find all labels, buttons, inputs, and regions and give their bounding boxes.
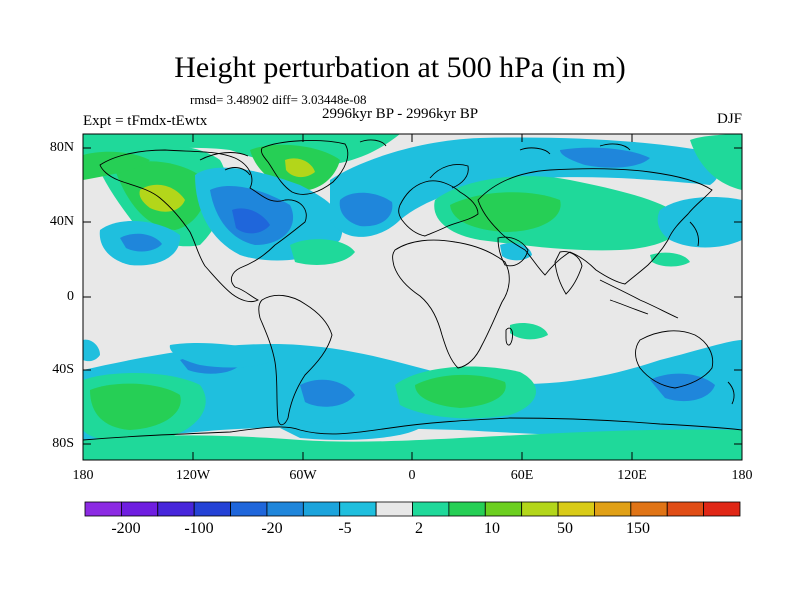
anomaly-negative-pacific-east [657, 197, 742, 248]
colorbar-box-15 [630, 501, 668, 517]
coast-arabia [497, 236, 529, 267]
colorbar-box-7 [339, 501, 377, 517]
colorbar-box-16 [666, 501, 705, 517]
anomaly-negative-south-atlantic-mid [300, 379, 355, 407]
colorbar-box-10 [448, 501, 486, 517]
lat-label-40s: 40S [52, 362, 74, 377]
colorbar-label-10: 10 [484, 520, 500, 537]
season-label: DJF [716, 111, 742, 127]
anomaly-negative-south-indian-east [650, 373, 715, 402]
lon-label-120w: 120W [175, 468, 211, 483]
coast-madagascar [505, 327, 513, 346]
anomaly-positive-antarctic [83, 429, 742, 460]
colorbar-box-6 [302, 501, 341, 517]
anomaly-negative-south-atlantic-west [169, 343, 280, 368]
lat-label-0: 0 [67, 289, 74, 304]
coast-scandinavia [429, 164, 469, 189]
coast-australia [635, 330, 714, 389]
period-label: 2996kyr BP - 2996kyr BP [321, 106, 479, 122]
colorbar-box-13 [557, 501, 595, 517]
anomaly-positive-atlantic [290, 239, 355, 265]
anomaly-positive-na-core [139, 184, 185, 212]
lon-label-60w: 60W [289, 468, 317, 483]
colorbar-box-2 [157, 501, 195, 517]
anomaly-positive-eurasia-mid [450, 192, 561, 232]
colorbar-label-minus100: -100 [184, 520, 214, 537]
colorbar-box-8 [375, 501, 413, 517]
coast-asia [477, 168, 713, 285]
colorbar-label-minus5: -5 [338, 520, 352, 537]
coast-greenland [260, 140, 349, 195]
colorbar-label-150: 150 [626, 520, 650, 537]
lon-label-60e: 60E [510, 468, 534, 483]
colorbar-label-50: 50 [557, 520, 573, 537]
coast-africa [392, 239, 510, 369]
anomaly-positive-south-indian-mid [415, 374, 506, 408]
anomaly-positive-indian-small [510, 323, 548, 340]
anomaly-negative-siberia [560, 147, 650, 168]
coast-new-zealand [727, 381, 735, 405]
colorbar-box-11 [484, 501, 523, 517]
coast-antarctica [83, 417, 742, 441]
colorbar-box-5 [266, 501, 304, 517]
colorbar-box-17 [703, 501, 741, 517]
coast-europe [398, 180, 479, 237]
coast-arctic-islands [359, 139, 631, 155]
anomaly-negative-arabia [500, 243, 532, 261]
colorbar-box-0 [84, 501, 122, 517]
map-panel [83, 134, 742, 460]
stats-text: rmsd= 3.48902 diff= 3.03448e-08 [190, 92, 367, 107]
colorbar-box-14 [594, 501, 632, 517]
colorbar-label-minus200: -200 [111, 520, 141, 537]
anomaly-negative-west-edge [83, 339, 100, 362]
lon-label-120e: 120E [617, 468, 647, 483]
lon-label-0: 0 [408, 468, 416, 483]
plot-title: Height perturbation at 500 hPa (in m) [174, 51, 626, 84]
anomaly-negative-pacific-west-mid [120, 233, 162, 252]
colorbar-label-minus20: -20 [261, 520, 283, 537]
anomaly-positive-east-arctic [690, 134, 742, 190]
lon-label-180-east: 180 [731, 468, 753, 483]
anomaly-positive-arctic-west [83, 151, 150, 180]
lat-label-80n: 80N [49, 140, 74, 155]
anomaly-positive-pacific-small [650, 252, 690, 267]
coast-india [554, 251, 583, 295]
anomaly-negative-atlantic-core [232, 208, 270, 234]
colorbar-box-1 [120, 501, 159, 517]
lat-label-80s: 80S [52, 436, 74, 451]
map-ticks [83, 134, 742, 460]
colorbar-box-9 [412, 501, 450, 517]
coast-southeast-asia [599, 279, 679, 319]
colorbar-box-3 [193, 501, 231, 517]
lon-label-180-west: 180 [72, 468, 94, 483]
coast-south-america [258, 294, 333, 426]
anomaly-positive-south-pacific-mid [90, 383, 181, 430]
coast-north-america [99, 149, 307, 303]
coast-japan [689, 221, 699, 247]
coastlines [83, 139, 742, 441]
anomaly-positive-greenland-core [285, 158, 315, 178]
colorbar-box-12 [521, 501, 559, 517]
experiment-label: Expt = tFmdx-tEwtx [83, 113, 208, 129]
lat-label-40n: 40N [49, 214, 74, 229]
colorbar-label-2: 2 [415, 520, 423, 537]
colorbar-box-4 [230, 501, 268, 517]
coast-canadian-arctic [199, 152, 251, 176]
anomaly-negative-europe-core [339, 192, 393, 227]
anomaly-negative-antarctic-patch [280, 422, 420, 440]
colorbar [84, 501, 741, 517]
